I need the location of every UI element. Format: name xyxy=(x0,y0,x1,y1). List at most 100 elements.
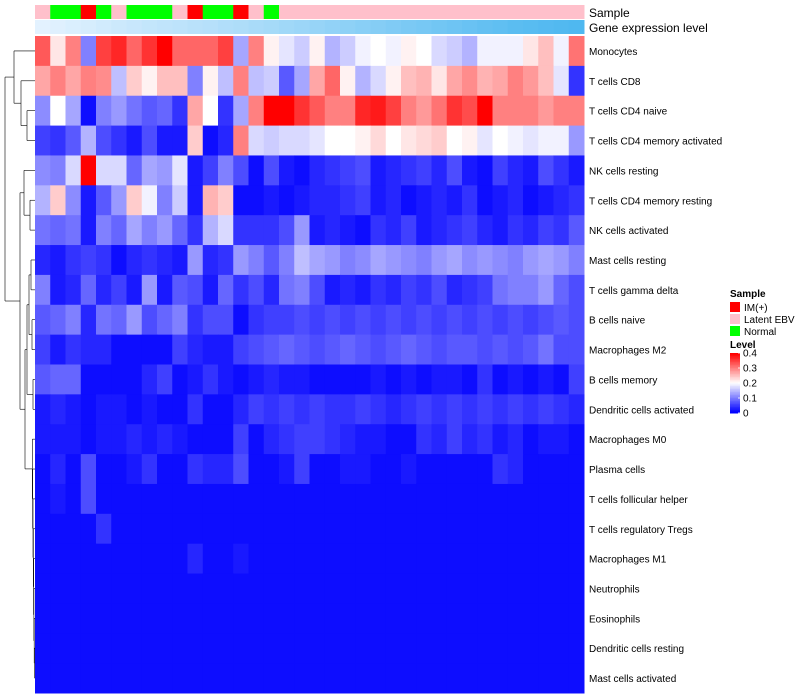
heatmap-cell xyxy=(385,543,402,575)
heatmap-cell xyxy=(523,454,539,485)
heatmap-cell xyxy=(446,483,463,515)
heatmap-cell xyxy=(141,334,158,365)
heatmap-cell xyxy=(446,185,463,216)
legend-gradient-step xyxy=(730,390,740,393)
heatmap-cell xyxy=(35,424,51,455)
row-label: Mast cells activated xyxy=(589,674,676,685)
heatmap-cell xyxy=(340,483,356,515)
heatmap-cell xyxy=(416,334,432,365)
heatmap-cell xyxy=(370,633,387,664)
heatmap-cell xyxy=(35,245,51,276)
heatmap-cell xyxy=(202,95,219,127)
heatmap-cell xyxy=(202,424,219,455)
heatmap-cell xyxy=(492,364,509,395)
heatmap-cell xyxy=(462,334,478,365)
legend-gradient-step xyxy=(730,377,740,379)
heatmap-cell xyxy=(523,513,539,545)
heatmap-cell xyxy=(202,364,219,395)
heatmap-cell xyxy=(35,185,51,216)
heatmap-cell xyxy=(568,633,585,664)
heatmap-cell xyxy=(507,573,524,604)
heatmap-cell xyxy=(340,95,356,127)
heatmap-cell xyxy=(446,36,463,67)
heatmap-cell xyxy=(35,65,51,97)
heatmap-cell xyxy=(141,95,158,127)
legend-gradient-step xyxy=(730,357,740,360)
heatmap-cell xyxy=(507,543,524,575)
heatmap-cell xyxy=(553,125,570,156)
heatmap-cell xyxy=(126,95,143,127)
legend-tick-label: 0.1 xyxy=(743,394,757,405)
heatmap-cell xyxy=(507,95,524,127)
heatmap-cell xyxy=(80,394,97,425)
heatmap-cell xyxy=(218,364,234,395)
heatmap-cell xyxy=(202,394,219,425)
heatmap-cell xyxy=(446,394,463,425)
heatmap-cell xyxy=(477,633,493,664)
heatmap-cell xyxy=(309,215,326,246)
heatmap-cell xyxy=(477,334,493,365)
heatmap-cell xyxy=(355,155,371,186)
legend-gradient-step xyxy=(730,407,740,409)
heatmap-cell xyxy=(50,424,66,455)
heatmap-cell xyxy=(324,573,341,604)
gene-expression-annotation-cell xyxy=(65,20,82,34)
heatmap-cell xyxy=(401,274,417,306)
heatmap-cell xyxy=(385,304,402,336)
heatmap-cell xyxy=(355,65,371,97)
heatmap-cell xyxy=(248,543,265,575)
heatmap-cell xyxy=(187,633,204,664)
heatmap-cell xyxy=(141,663,158,694)
heatmap-cell xyxy=(248,155,265,186)
heatmap-cell xyxy=(96,36,112,67)
heatmap-cell xyxy=(416,364,432,395)
legend-gradient-step xyxy=(730,363,740,366)
heatmap-cell xyxy=(492,185,509,216)
row-label: T cells CD4 memory resting xyxy=(589,196,712,207)
heatmap-cell xyxy=(111,274,127,306)
heatmap-cell xyxy=(50,274,66,306)
heatmap-cell xyxy=(263,155,280,186)
heatmap-cell xyxy=(324,215,341,246)
gene-expression-annotation-cell xyxy=(141,20,158,34)
heatmap-cell xyxy=(492,633,509,664)
heatmap-cell xyxy=(553,95,570,127)
heatmap-cell xyxy=(263,543,280,575)
heatmap-cell xyxy=(462,394,478,425)
heatmap-cell xyxy=(553,65,570,97)
heatmap-cell xyxy=(35,573,51,604)
heatmap-cell xyxy=(477,454,493,485)
heatmap-cell xyxy=(80,573,97,604)
heatmap-cell xyxy=(523,603,539,634)
heatmap-cell xyxy=(462,125,478,156)
heatmap-cell xyxy=(111,334,127,365)
heatmap-cell xyxy=(172,543,188,575)
legend-tick-label: 0.4 xyxy=(743,349,757,360)
heatmap-cell xyxy=(126,36,143,67)
heatmap-cell xyxy=(279,543,295,575)
row-label: Dendritic cells resting xyxy=(589,644,684,655)
annotation-label-sample: Sample xyxy=(589,6,630,20)
gene-expression-annotation-cell xyxy=(263,20,280,34)
legend-gradient-step xyxy=(730,399,740,402)
heatmap-cell xyxy=(492,394,509,425)
heatmap-cell xyxy=(446,245,463,276)
heatmap-cell xyxy=(279,155,295,186)
sample-annotation-cell xyxy=(568,5,585,19)
heatmap-cell xyxy=(279,573,295,604)
heatmap-cell xyxy=(385,633,402,664)
heatmap-cell xyxy=(50,125,66,156)
heatmap-cell xyxy=(126,663,143,694)
heatmap-cell xyxy=(401,663,417,694)
heatmap-cell xyxy=(507,364,524,395)
row-label: Neutrophils xyxy=(589,584,640,595)
heatmap-cell xyxy=(309,543,326,575)
heatmap-cell xyxy=(50,394,66,425)
heatmap-cell xyxy=(50,95,66,127)
heatmap-cell xyxy=(248,245,265,276)
heatmap-cell xyxy=(65,454,82,485)
heatmap-cell xyxy=(492,483,509,515)
heatmap-cell xyxy=(126,125,143,156)
heatmap-cell xyxy=(523,155,539,186)
